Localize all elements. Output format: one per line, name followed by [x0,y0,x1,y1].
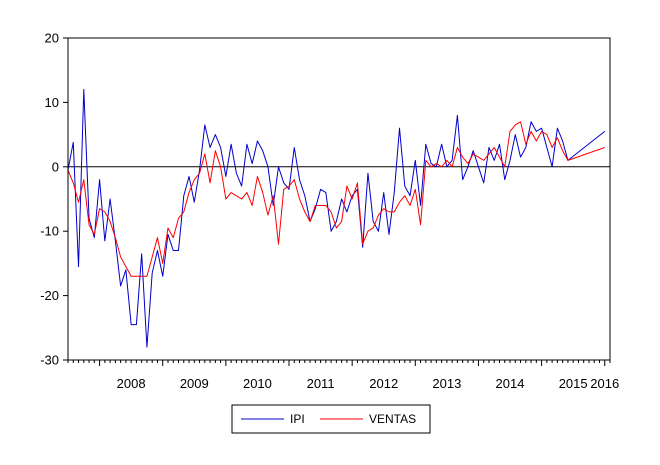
x-tick-label: 2009 [180,376,209,391]
legend-label-ventas: VENTAS [369,412,416,426]
series-line-ventas [67,121,605,277]
y-tick-label: -30 [40,353,59,368]
x-tick-label: 2008 [117,376,146,391]
legend-label-ipi: IPI [290,412,305,426]
x-tick-label: 2016 [590,376,619,391]
plot-area [67,89,610,348]
y-tick-label: 0 [52,159,59,174]
y-tick-label: 20 [45,31,59,46]
x-tick-label: 2010 [243,376,272,391]
x-tick-label: 2014 [496,376,525,391]
plot-frame [67,37,611,361]
x-tick-label: 2012 [369,376,398,391]
y-tick-label: 10 [45,95,59,110]
y-tick-label: -20 [40,288,59,303]
x-tick-label: 2011 [307,376,335,391]
x-tick-label: 2015 [559,376,588,391]
y-tick-label: -10 [40,224,59,239]
x-tick-label: 2013 [432,376,461,391]
series-line-ipi [67,89,606,348]
axes: -30 -20 -10 0 10 20 2008 2009 2010 2011 2012 2013 20… [40,31,619,392]
legend: IPI VENTAS [231,404,431,434]
